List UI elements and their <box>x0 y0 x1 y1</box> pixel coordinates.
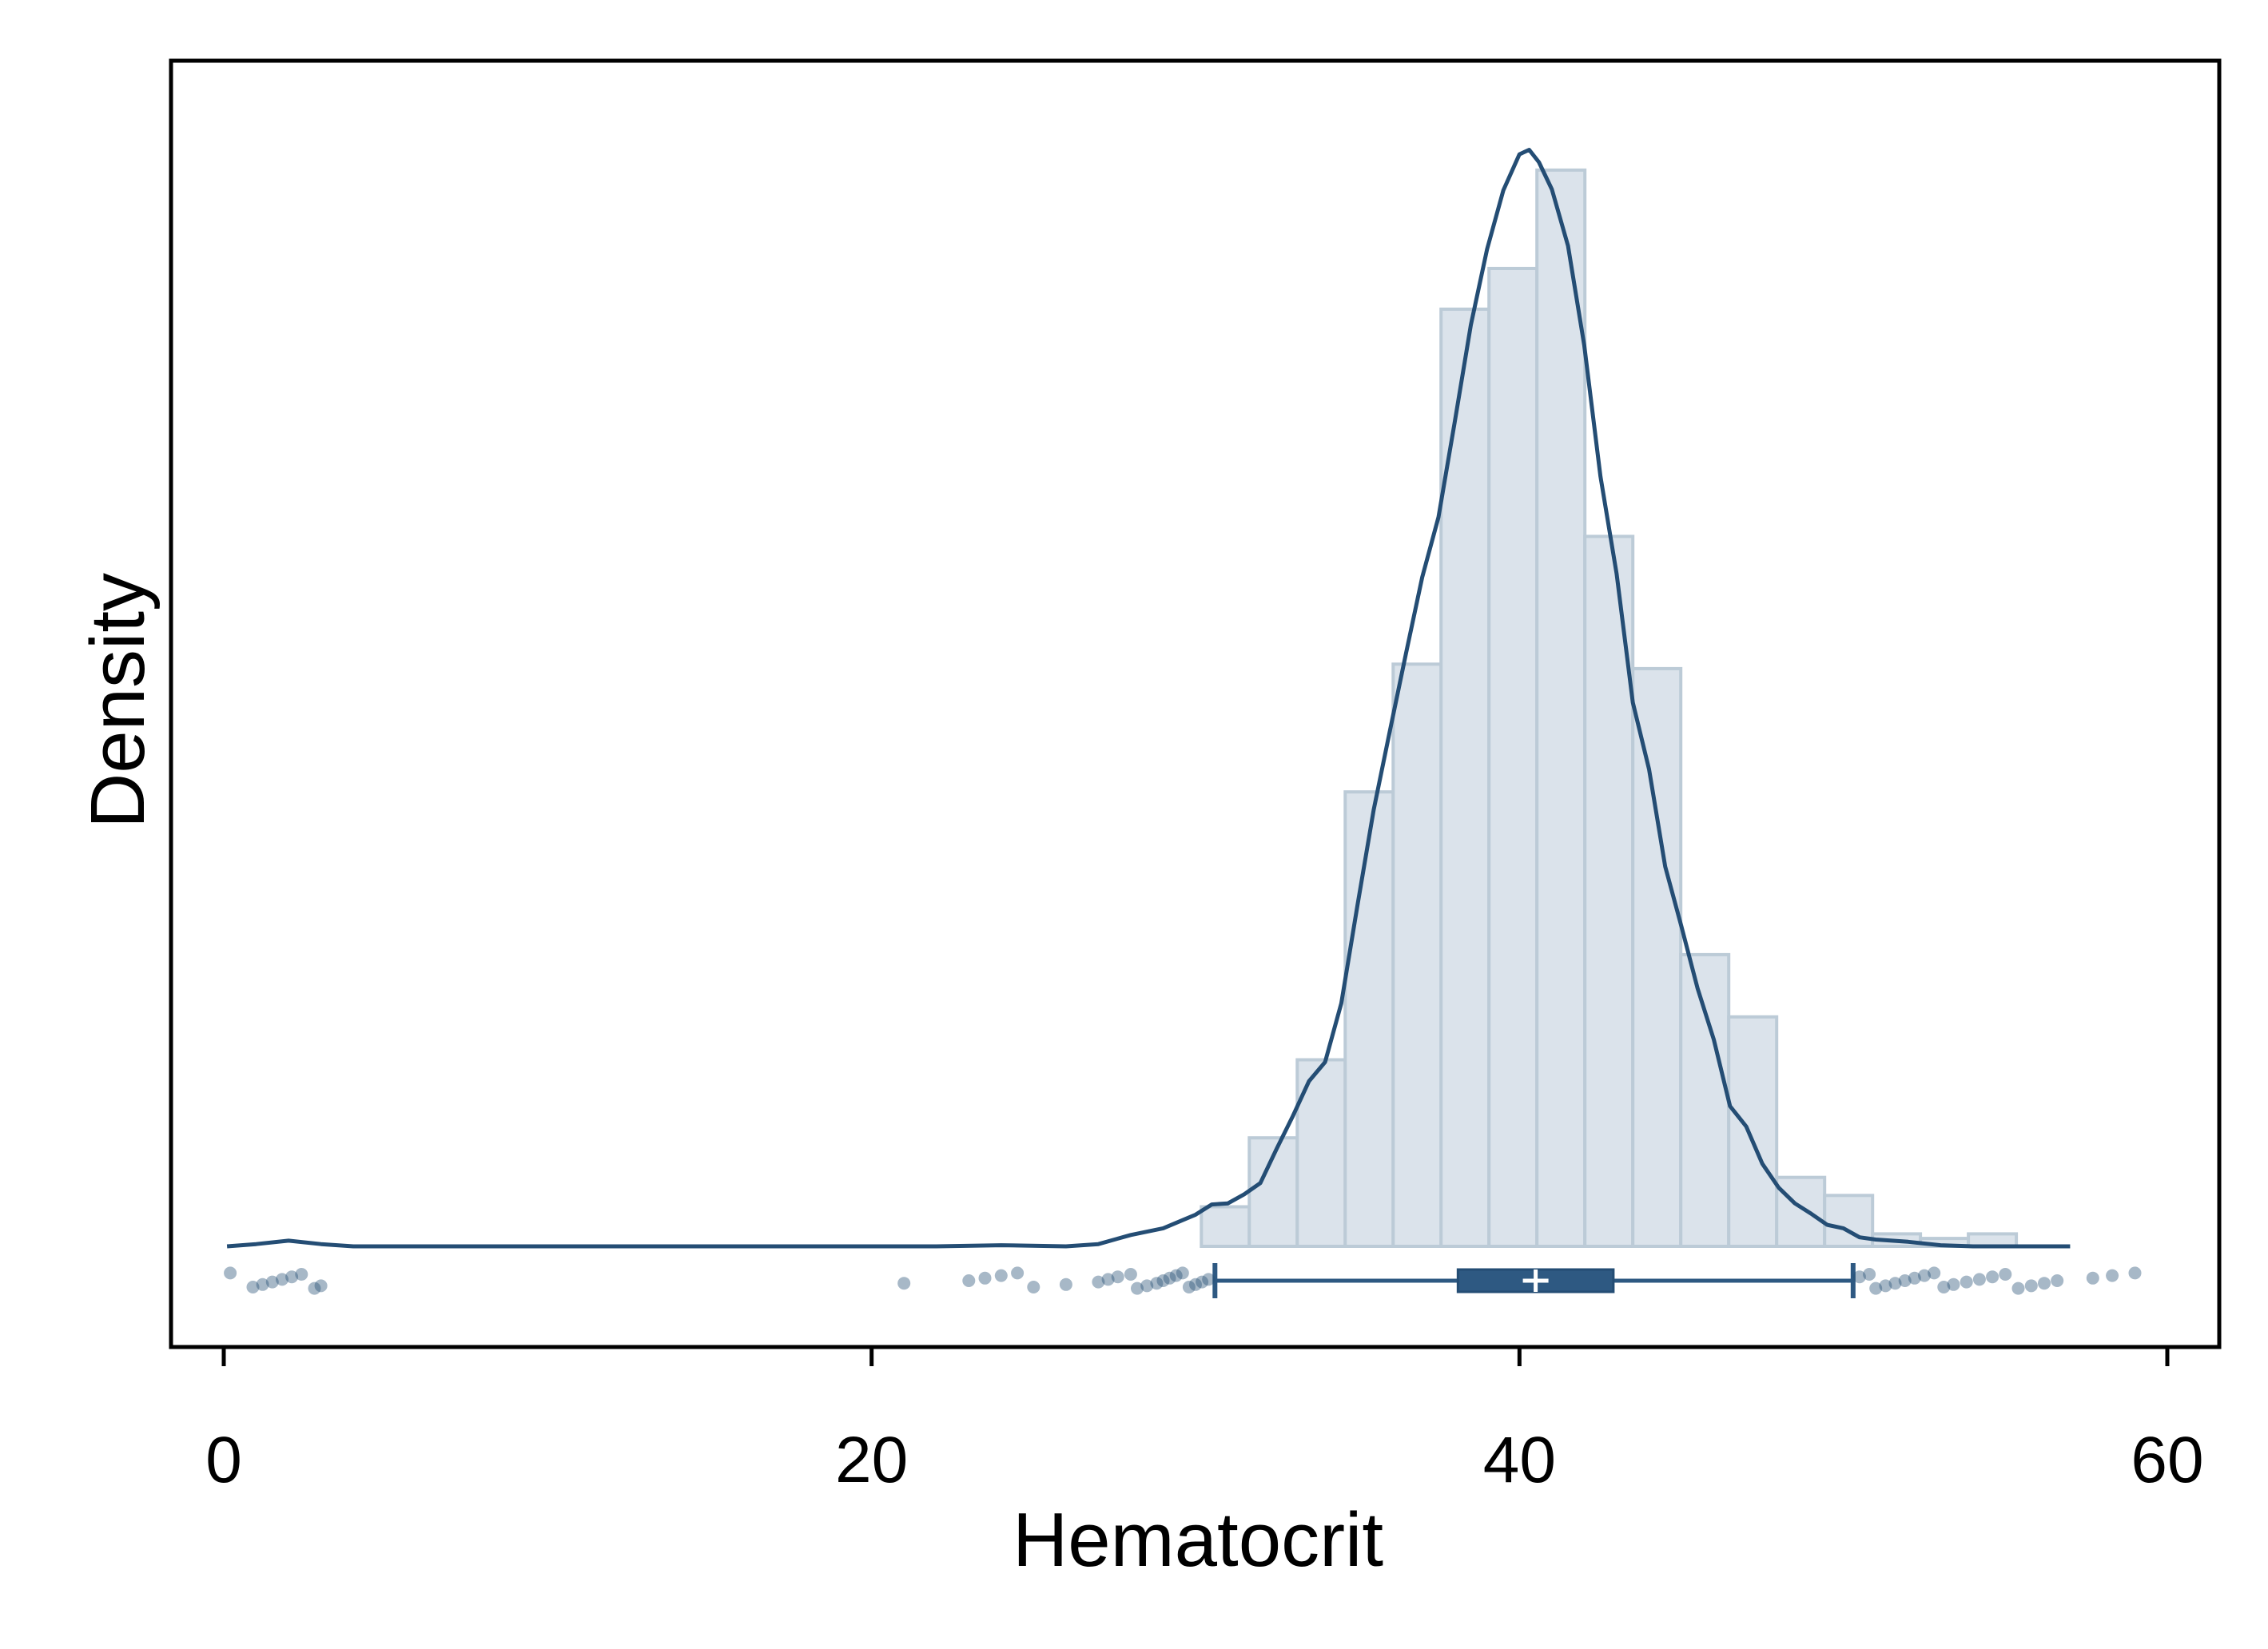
outlier-point <box>1011 1266 1025 1280</box>
histogram-bar <box>1727 1015 1779 1249</box>
outlier-point <box>285 1270 299 1284</box>
outlier-point <box>978 1271 992 1285</box>
outlier-point <box>1986 1270 1999 1284</box>
outlier-point <box>1972 1273 1986 1286</box>
outlier-point <box>276 1273 288 1286</box>
outlier-point <box>2024 1279 2038 1293</box>
outlier-point <box>1189 1277 1202 1291</box>
outlier-point <box>1928 1266 1941 1280</box>
histogram-bar <box>1200 1205 1251 1248</box>
outlier-point <box>897 1277 911 1290</box>
outlier-point <box>314 1279 328 1293</box>
outlier-point <box>1092 1275 1105 1289</box>
outlier-point <box>1947 1277 1960 1291</box>
histogram-bar <box>1535 168 1587 1248</box>
outlier-point <box>1124 1268 1137 1281</box>
outlier-point <box>1202 1273 1216 1286</box>
y-axis-title: Density <box>75 573 161 828</box>
histogram-bar <box>1679 952 1731 1249</box>
x-tick-label: 0 <box>205 1424 242 1496</box>
histogram-bar <box>1775 1175 1827 1248</box>
outlier-point <box>1027 1281 1040 1293</box>
outlier-point <box>265 1275 279 1289</box>
outlier-point <box>2038 1277 2051 1290</box>
outlier-point <box>1169 1269 1183 1282</box>
box-plot <box>1212 1263 1856 1298</box>
outlier-point <box>1140 1279 1154 1293</box>
outlier-point <box>1196 1275 1209 1289</box>
outlier-point <box>2128 1266 2142 1280</box>
x-tick-label: 60 <box>2131 1424 2203 1496</box>
density-curve-line <box>226 148 2071 1249</box>
outlier-point <box>295 1268 308 1281</box>
outlier-point <box>2051 1274 2064 1287</box>
x-tick-label: 20 <box>835 1424 908 1496</box>
histogram-bar <box>1343 790 1395 1248</box>
outlier-point <box>1908 1271 1921 1285</box>
outlier-point <box>1863 1268 1876 1281</box>
x-tick-label: 40 <box>1483 1424 1556 1496</box>
outlier-point <box>1156 1274 1170 1287</box>
outlier-point <box>1182 1281 1196 1293</box>
outlier-point <box>1898 1274 1912 1287</box>
outlier-point <box>2086 1271 2099 1285</box>
x-axis-ticks: 0 20 40 60 <box>205 1347 2204 1496</box>
outlier-point <box>1937 1281 1951 1293</box>
histogram-bar <box>1391 662 1443 1248</box>
outlier-point <box>2106 1269 2119 1282</box>
outlier-point <box>1111 1270 1124 1284</box>
outlier-point <box>2011 1281 2025 1295</box>
outlier-point <box>1879 1279 1892 1293</box>
histogram-bar <box>1487 267 1539 1248</box>
outlier-point <box>256 1277 269 1291</box>
histogram-bar <box>1631 666 1683 1248</box>
outlier-point <box>1999 1268 2012 1281</box>
outlier-point <box>1888 1277 1902 1290</box>
outlier-point <box>1059 1277 1072 1291</box>
outlier-point <box>1101 1273 1115 1286</box>
outlier-point <box>1960 1275 1973 1289</box>
outlier-point <box>1869 1281 1883 1295</box>
plot-frame <box>169 58 2222 1349</box>
outlier-point <box>246 1281 260 1293</box>
outlier-points <box>224 1266 2142 1295</box>
outlier-point <box>1852 1270 1866 1284</box>
outlier-point <box>308 1281 321 1295</box>
outlier-point <box>994 1269 1008 1282</box>
outlier-point <box>224 1266 237 1280</box>
outlier-point <box>1176 1266 1189 1280</box>
outlier-point <box>1163 1271 1176 1285</box>
outlier-point <box>1131 1281 1144 1295</box>
outlier-point <box>1918 1269 1931 1282</box>
outlier-point <box>1150 1277 1164 1290</box>
x-axis-title: Hematocrit <box>1013 1497 1383 1583</box>
outlier-point <box>962 1274 976 1287</box>
